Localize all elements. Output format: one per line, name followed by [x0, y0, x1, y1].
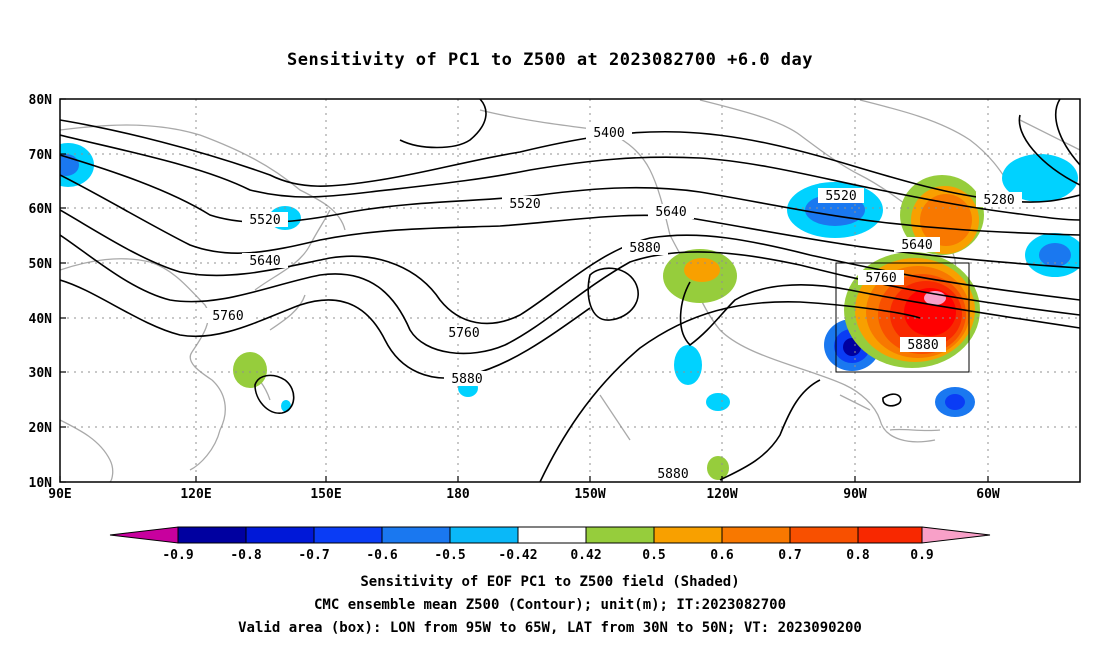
contour-label: 5400	[593, 126, 624, 141]
shade-neg	[674, 345, 702, 385]
latitude-labels: 80N 70N 60N 50N 40N 30N 20N 10N	[29, 93, 53, 491]
longitude-labels: 90E 120E 150E 180 150W 120W 90W 60W	[48, 487, 1000, 502]
lon-label: 120W	[706, 487, 737, 502]
contour-label: 5520	[249, 213, 280, 228]
colorbar-tick-label: -0.7	[298, 548, 329, 563]
colorbar-tick-label: 0.6	[710, 548, 734, 563]
contour-label: 5880	[657, 467, 688, 482]
shade-neg	[1039, 243, 1071, 267]
colorbar-swatch	[449, 526, 519, 544]
sensitivity-shading	[60, 143, 1080, 480]
colorbar	[109, 526, 991, 544]
contour-label: 5880	[629, 241, 660, 256]
colorbar-tick-label: -0.8	[230, 548, 261, 563]
shade-pos	[920, 194, 972, 246]
map-frame	[59, 98, 1081, 483]
contour-label: 5880	[907, 338, 938, 353]
caption-shaded: Sensitivity of EOF PC1 to Z500 field (Sh…	[360, 574, 740, 590]
shade-pos	[707, 456, 729, 480]
colorbar-swatch	[109, 526, 179, 544]
colorbar-swatch	[313, 526, 383, 544]
colorbar-tick-label: -0.9	[162, 548, 193, 563]
lon-label: 150W	[574, 487, 605, 502]
colorbar-tick-label: -0.5	[434, 548, 465, 563]
contour-label: 5640	[901, 238, 932, 253]
lon-label: 90W	[843, 487, 867, 502]
lat-label: 40N	[29, 312, 53, 327]
lon-label: 180	[446, 487, 470, 502]
contour-labels: 5400 5280 5520 5520 5520 5640 5640 5640 …	[205, 125, 1022, 482]
lon-label: 60W	[976, 487, 1000, 502]
lat-label: 10N	[29, 476, 53, 491]
lat-label: 60N	[29, 202, 53, 217]
map-panel: 5400 5280 5520 5520 5520 5640 5640 5640 …	[60, 99, 1080, 482]
lat-label: 50N	[29, 257, 53, 272]
colorbar-swatch	[381, 526, 451, 544]
contour-label: 5640	[249, 254, 280, 269]
lon-label: 90E	[48, 487, 71, 502]
map-title: Sensitivity of PC1 to Z500 at 2023082700…	[286, 50, 813, 70]
contour-label: 5760	[448, 326, 479, 341]
colorbar-tick-label: -0.42	[498, 548, 537, 563]
contour-label: 5760	[865, 271, 896, 286]
colorbar-tick-label: 0.7	[778, 548, 801, 563]
colorbar-swatch	[921, 526, 991, 544]
contour-label: 5760	[212, 309, 243, 324]
colorbar-labels: -0.9 -0.8 -0.7 -0.6 -0.5 -0.42 0.42 0.5 …	[162, 548, 933, 563]
colorbar-tick-label: 0.5	[642, 548, 665, 563]
colorbar-tick-label: 0.8	[846, 548, 870, 563]
colorbar-tick-label: -0.6	[366, 548, 397, 563]
lat-label: 70N	[29, 148, 53, 163]
shade-neg	[945, 394, 965, 410]
caption-contour: CMC ensemble mean Z500 (Contour); unit(m…	[313, 597, 786, 613]
colorbar-swatch	[653, 526, 723, 544]
valid-area-box	[835, 262, 970, 373]
shade-neg	[706, 393, 730, 411]
axis-ticks	[59, 98, 989, 483]
colorbar-swatch	[517, 526, 587, 544]
colorbar-swatch	[177, 526, 247, 544]
lat-label: 30N	[29, 366, 53, 381]
lon-label: 150E	[310, 487, 341, 502]
lon-label: 120E	[180, 487, 211, 502]
contour-label: 5520	[509, 197, 540, 212]
contour-label: 5520	[825, 189, 856, 204]
colorbar-tick-label: 0.42	[570, 548, 601, 563]
colorbar-swatch	[857, 526, 923, 544]
shade-pos	[233, 352, 267, 388]
shade-neg	[1002, 154, 1078, 202]
shade-pos	[684, 258, 720, 282]
colorbar-swatch	[721, 526, 791, 544]
colorbar-tick-label: 0.9	[910, 548, 933, 563]
shade-neg	[281, 400, 291, 412]
lat-label: 20N	[29, 421, 53, 436]
colorbar-swatch	[245, 526, 315, 544]
colorbar-swatch	[789, 526, 859, 544]
caption-valid-area: Valid area (box): LON from 95W to 65W, L…	[238, 620, 862, 636]
contour-label: 5640	[655, 205, 686, 220]
contour-label: 5880	[451, 372, 482, 387]
lat-label: 80N	[29, 93, 53, 108]
colorbar-swatch	[585, 526, 655, 544]
contour-label: 5280	[983, 193, 1014, 208]
